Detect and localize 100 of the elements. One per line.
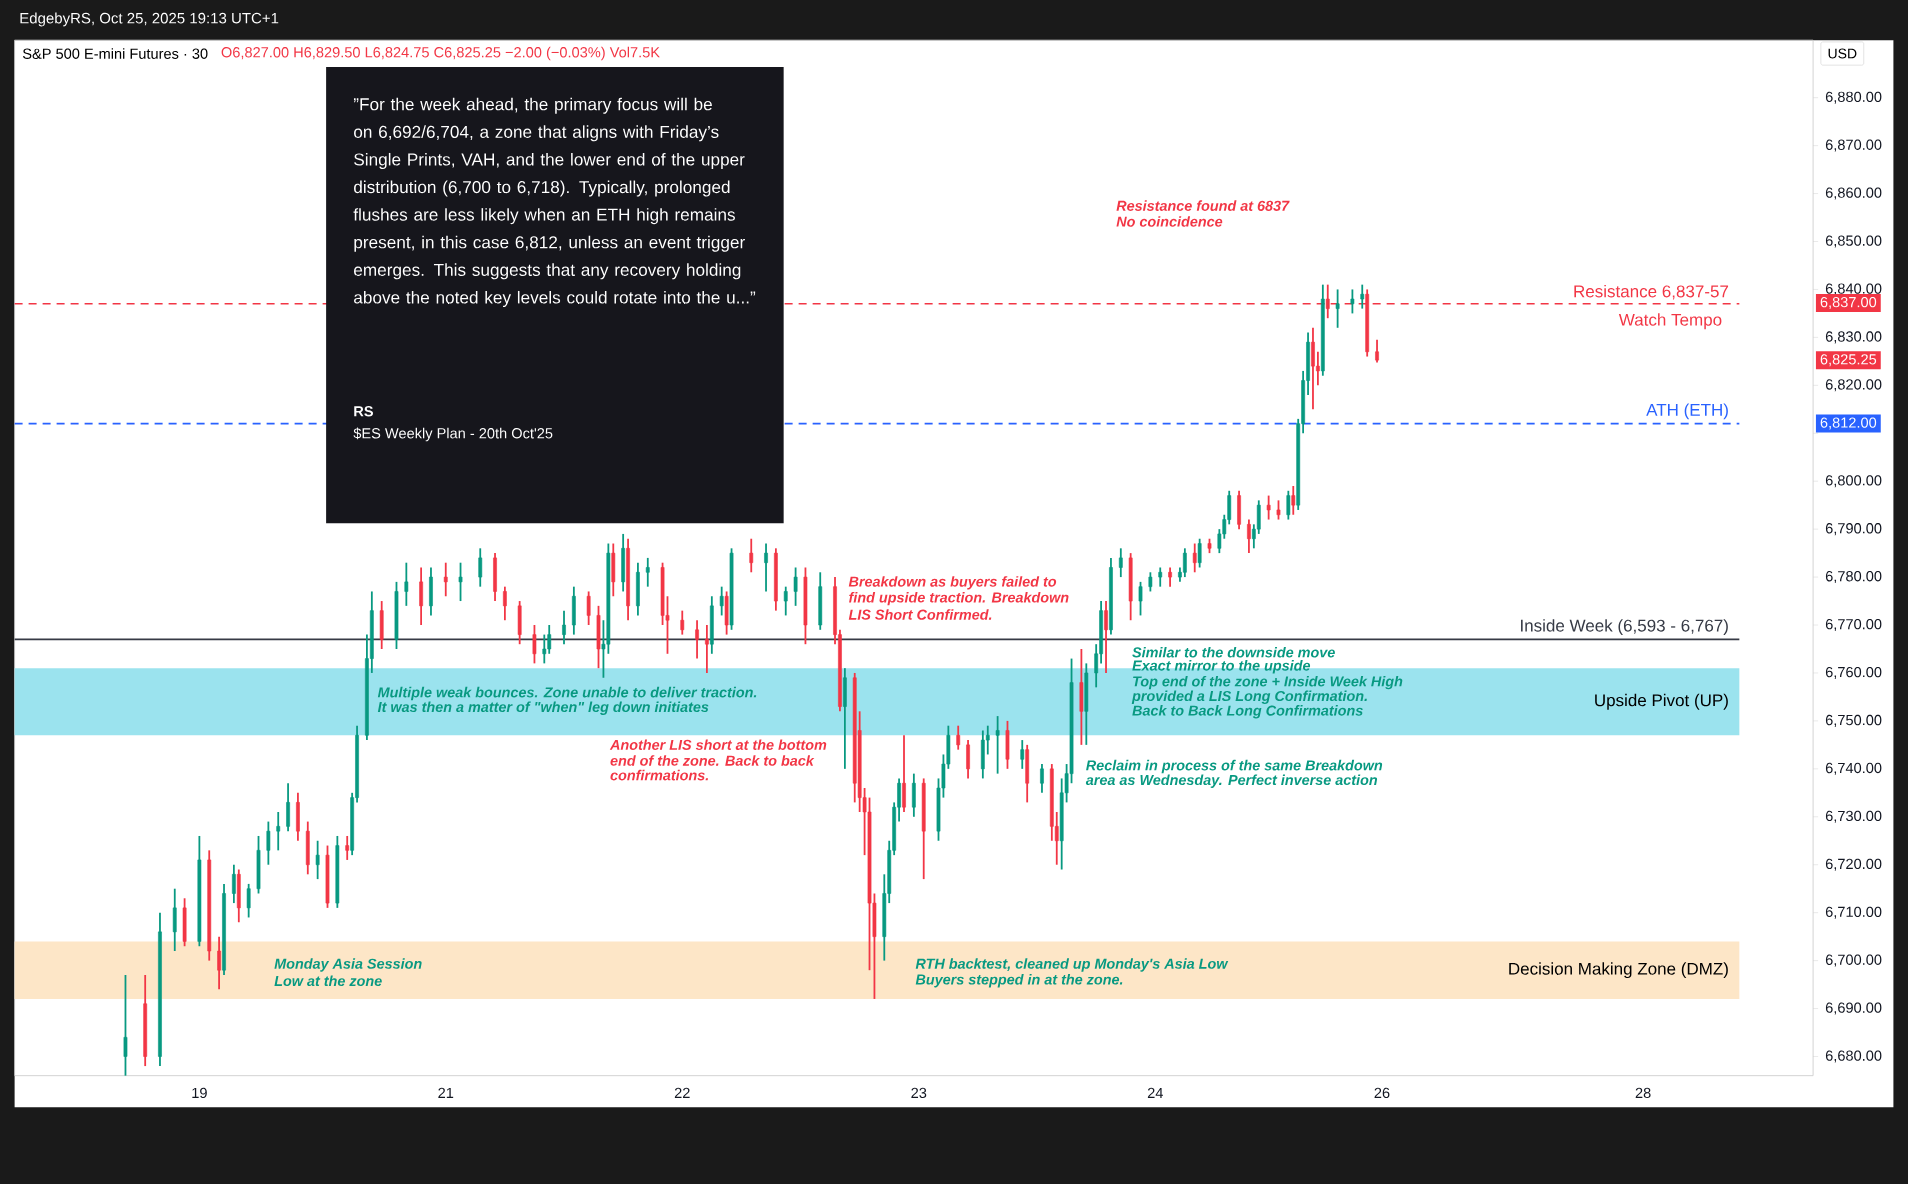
candlestick	[1360, 283, 1365, 310]
candlestick	[1104, 600, 1108, 674]
x-tick-label: 26	[1374, 1087, 1390, 1099]
annotation: Back to Back Long Confirmations	[1132, 705, 1363, 719]
annotation: Top end of the zone + Inside Week High	[1133, 675, 1403, 690]
candlestick	[1192, 542, 1197, 574]
ref-line-label: ATH (ETH)	[1646, 403, 1728, 420]
band-label: Decision Making Zone (DMZ)	[1509, 962, 1728, 979]
candlestick	[1148, 571, 1153, 593]
candlestick	[719, 585, 724, 617]
x-tick-label: 24	[1147, 1087, 1163, 1098]
annotation: Breakdown as buyers failed to	[848, 576, 1057, 590]
candlestick	[783, 585, 788, 617]
x-tick-label: 19	[192, 1087, 207, 1099]
candlestick	[232, 863, 236, 904]
candlestick	[1286, 489, 1291, 521]
y-tick-label: 6,850.00	[1825, 235, 1882, 248]
candlestick	[172, 887, 177, 952]
candlestick	[1020, 739, 1025, 770]
annotation: provided a LIS Long Confirmation.	[1131, 690, 1367, 704]
candlestick	[956, 724, 961, 751]
y-tick-label: 6,750.00	[1825, 714, 1882, 727]
annotation: ”For the week ahead, the primary focus will be on 6,692/6,704, a zone that aligns with Friday’s Single Prints, VAH, and the lower end of the upper distribution (6,700 to 6,718). Typically, prolonged flushes are less likely when an ETH high remains present, in this case 6,812, unless an event trigger emerges. This suggests that any recovery holding above the noted key levels could rotate into the u...”	[353, 97, 756, 307]
y-tick-label: 6,720.00	[1825, 858, 1882, 871]
candlestick	[532, 624, 537, 665]
text: EdgebyRS, Oct 25, 2025 19:13 UTC+1	[20, 12, 279, 27]
candlestick	[1256, 499, 1261, 535]
candlestick	[1182, 547, 1187, 578]
chart-subtitle: O6,827.00 H6,829.50 L6,824.75 C6,825.25 −2.00 (−0.03%) Vol7.5K	[221, 46, 660, 61]
candlestick	[902, 734, 906, 813]
y-tick-label: 6,770.00	[1825, 619, 1882, 632]
candlestick	[911, 772, 916, 818]
y-tick-label: 6,790.00	[1825, 523, 1882, 536]
candlestick	[695, 619, 699, 660]
candlestick	[749, 537, 754, 574]
x-tick-label: 23	[911, 1087, 927, 1099]
y-tick-label: 6,780.00	[1825, 571, 1882, 584]
annotation: LIS Short Confirmed.	[848, 609, 992, 620]
candlestick	[1266, 494, 1271, 521]
ref-line-label: Inside Week (6,593 - 6,767)	[1521, 619, 1728, 636]
candlestick	[503, 585, 507, 622]
y-tick-label: 6,700.00	[1825, 954, 1882, 967]
chart-title: S&P 500 E-mini Futures · 30	[22, 48, 208, 59]
candlestick	[1350, 288, 1355, 315]
y-tick-label: 6,820.00	[1825, 379, 1882, 392]
annotation: $ES Weekly Plan - 20th Oct'25	[353, 427, 553, 442]
y-tick-label: 6,710.00	[1825, 906, 1882, 919]
y-tick-label: 6,880.00	[1825, 91, 1882, 104]
y-tick-label: 6,870.00	[1825, 139, 1882, 152]
ref-line-label: Resistance 6,837-57	[1574, 284, 1729, 300]
candlestick	[793, 566, 798, 607]
candlestick	[966, 739, 970, 780]
annotation: end of the zone. Back to back	[610, 755, 815, 766]
annotation: Watch Tempo	[1618, 313, 1722, 330]
text: USD	[1828, 48, 1857, 59]
annotation: It was then a matter of "when" leg down initiates	[377, 701, 709, 715]
annotation: Exact mirror to the upside	[1132, 660, 1311, 674]
candlestick	[286, 782, 290, 833]
y-tick-label: 6,860.00	[1825, 187, 1882, 200]
text: 6,837.00	[1820, 296, 1877, 310]
candlestick	[1138, 580, 1143, 617]
candlestick	[478, 547, 483, 588]
candlestick	[458, 561, 463, 602]
annotation: confirmations.	[610, 769, 709, 781]
candlestick	[764, 542, 768, 593]
candlestick	[276, 811, 281, 852]
annotation: area as Wednesday. Perfect inverse action	[1085, 774, 1378, 788]
candlestick	[345, 835, 350, 861]
candlestick	[705, 624, 709, 674]
annotation: RTH backtest, cleaned up Monday's Asia Low	[915, 958, 1229, 972]
y-tick-label: 6,840.00	[1825, 283, 1882, 296]
x-tick-label: 21	[438, 1087, 454, 1098]
annotation: find upside traction. Breakdown	[849, 591, 1069, 606]
candlestick	[645, 557, 650, 588]
annotation: Reclaim in process of the same Breakdown	[1086, 759, 1383, 774]
candlestick	[1118, 547, 1123, 578]
text: 6,812.00	[1820, 417, 1877, 430]
annotation: Multiple weak bounces. Zone unable to deliver traction.	[377, 686, 757, 701]
y-tick-label: 6,740.00	[1825, 762, 1882, 775]
candlestick	[1375, 338, 1379, 364]
candlestick	[1168, 566, 1172, 588]
candlestick	[1158, 566, 1163, 588]
y-tick-label: 6,760.00	[1825, 666, 1882, 679]
candlestick	[1335, 288, 1340, 329]
candlestick	[1197, 537, 1202, 569]
annotation: Buyers stepped in at the zone.	[915, 974, 1123, 988]
annotation: Low at the zone	[274, 975, 382, 987]
candlestick	[315, 839, 320, 881]
x-tick-label: 28	[1635, 1087, 1651, 1099]
candlestick	[246, 883, 251, 919]
y-tick-label: 6,690.00	[1825, 1002, 1882, 1015]
candlestick	[419, 566, 423, 626]
candlestick	[995, 715, 1000, 775]
y-tick-label: 6,830.00	[1825, 331, 1882, 344]
candlestick	[217, 935, 221, 991]
annotation: Another LIS short at the bottom	[609, 739, 827, 750]
y-tick-label: 6,680.00	[1825, 1050, 1882, 1063]
x-tick-label: 22	[674, 1087, 690, 1098]
candlestick	[562, 609, 566, 646]
candlestick	[1247, 518, 1251, 555]
